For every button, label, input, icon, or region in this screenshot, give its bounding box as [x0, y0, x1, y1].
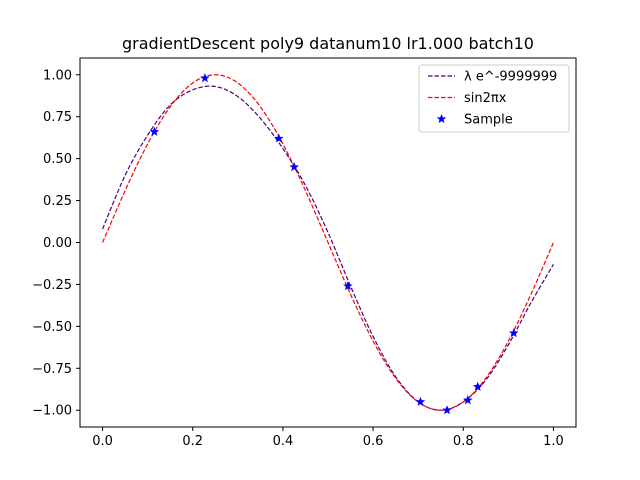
legend-box — [418, 64, 570, 133]
y-tick-label: 1.00 — [43, 68, 72, 83]
y-tick-label: 0.75 — [43, 110, 72, 125]
sample-point — [274, 133, 284, 143]
y-tick-label: −0.25 — [32, 278, 72, 293]
legend-label: λ e^-9999999 — [464, 70, 557, 85]
y-tick-label: 0.25 — [43, 194, 72, 209]
x-tick-label: 0.0 — [92, 434, 113, 449]
sample-point — [343, 281, 353, 291]
legend-label: Sample — [464, 113, 513, 128]
legend-star-handle — [436, 113, 447, 124]
sample-point — [149, 126, 160, 136]
x-tick-label: 0.8 — [453, 434, 474, 449]
sample-point — [415, 396, 426, 406]
legend-label: sin2πx — [464, 91, 507, 106]
x-tick-label: 1.0 — [543, 434, 564, 449]
chart-title: gradientDescent poly9 datanum10 lr1.000 … — [122, 34, 534, 53]
y-tick-label: −0.50 — [32, 320, 72, 335]
x-tick-label: 0.2 — [182, 434, 203, 449]
sample-point — [200, 73, 210, 83]
x-tick-label: 0.6 — [363, 434, 384, 449]
y-tick-label: 0.50 — [43, 152, 72, 167]
sample-point — [472, 381, 483, 391]
y-tick-label: 0.00 — [43, 236, 72, 251]
sample-point — [442, 405, 452, 415]
sample-point — [508, 328, 519, 338]
y-tick-label: −0.75 — [32, 362, 72, 377]
sample-point — [289, 161, 299, 172]
y-tick-label: −1.00 — [32, 404, 72, 419]
sample-point — [462, 395, 473, 405]
x-tick-label: 0.4 — [273, 434, 294, 449]
